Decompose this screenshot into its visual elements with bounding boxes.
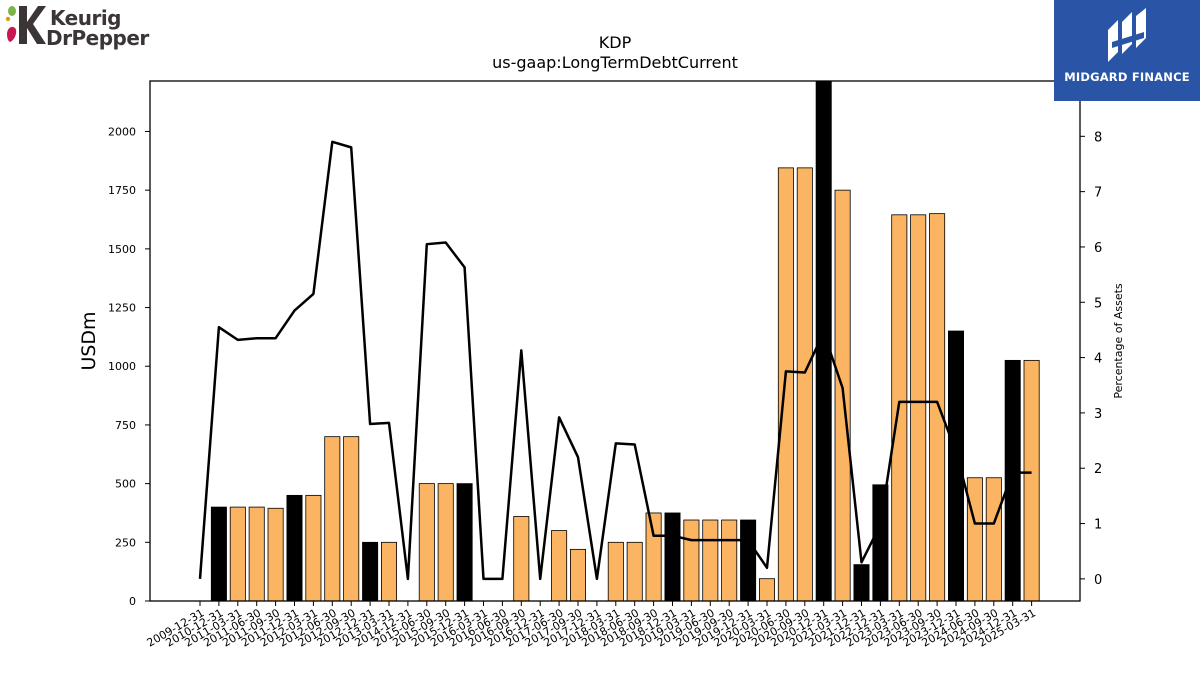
bar-2020-09-30: [796, 167, 813, 602]
bar-2017-06-30: [551, 530, 568, 602]
chart-title: KDP: [599, 33, 632, 52]
bar-2020-03-31: [759, 578, 776, 602]
bar-2016-09-30: [513, 516, 530, 602]
y-tick-label: 1000: [108, 360, 136, 373]
bar-2019-03-31: [683, 519, 700, 602]
chart-subtitle: us-gaap:LongTermDebtCurrent: [492, 53, 738, 72]
bar-2021-12-31: [853, 564, 870, 602]
midgard-finance-logo: MIDGARD FINANCE: [1054, 0, 1200, 101]
y2-tick-label: 6: [1094, 241, 1102, 256]
bar-2018-09-30: [645, 512, 662, 602]
bar-2015-06-30: [418, 483, 435, 602]
keurig-dr-pepper-logo: Keurig DrPepper: [4, 4, 164, 50]
percentage-line: [198, 140, 1032, 581]
y-tick-label: 1750: [108, 184, 136, 197]
bar-2024-09-30: [985, 477, 1002, 602]
y2-axis-label: Percentage of Assets: [1112, 283, 1125, 399]
y-axis-ticks: 0 250 500 750 1000 1250 1500 1750 2000: [108, 125, 150, 608]
bar-2013-03-31: [380, 541, 397, 602]
bar-2025-03-31: [1023, 359, 1040, 602]
bar-2018-03-31: [607, 541, 624, 602]
x-axis-ticks: 2009-12-312010-12-312011-03-312011-06-30…: [145, 601, 1038, 650]
bar-2012-03-31: [305, 494, 322, 602]
y2-tick-label: 8: [1094, 130, 1102, 145]
bar-2012-06-30: [324, 436, 341, 602]
y2-tick-label: 1: [1094, 518, 1102, 533]
bar-2010-12-31: [210, 506, 227, 602]
y2-tick-label: 7: [1094, 186, 1102, 201]
y2-tick-label: 2: [1094, 462, 1102, 477]
bar-2023-06-30: [910, 214, 927, 602]
logo-text-drpepper: DrPepper: [46, 26, 149, 50]
bar-2022-12-31: [872, 484, 889, 602]
midgard-emblem-icon: [1108, 8, 1146, 62]
y-tick-label: 2000: [108, 125, 136, 138]
y-axis-label: USDm: [78, 311, 100, 370]
y2-tick-label: 5: [1094, 296, 1102, 311]
bar-2012-09-30: [343, 436, 360, 602]
bar-2011-06-30: [248, 506, 265, 602]
bar-2019-06-30: [702, 519, 719, 602]
y2-tick-label: 3: [1094, 407, 1102, 422]
bar-2018-12-31: [664, 512, 681, 602]
line-group: [198, 140, 1032, 581]
y-tick-label: 1250: [108, 302, 136, 315]
bar-2015-09-30: [437, 483, 454, 602]
logo-text-keurig: Keurig: [50, 6, 121, 30]
bar-2011-12-31: [286, 494, 303, 602]
y2-tick-label: 0: [1094, 573, 1102, 588]
bar-2018-06-30: [626, 541, 643, 602]
plot-frame: [149, 80, 1081, 602]
y2-tick-label: 4: [1094, 352, 1102, 367]
bar-2024-06-30: [966, 477, 983, 602]
y-tick-label: 750: [115, 419, 136, 432]
y2-axis-ticks: 0 1 2 3 4 5 6 7 8: [1080, 130, 1102, 588]
bar-2011-09-30: [267, 507, 284, 602]
bar-2023-12-31: [948, 330, 965, 602]
bar-2012-12-31: [362, 541, 379, 602]
y-tick-label: 0: [129, 595, 136, 608]
bar-2019-12-31: [740, 519, 757, 602]
bar-2017-09-30: [570, 548, 587, 602]
y-tick-label: 1500: [108, 243, 136, 256]
midgard-name: MIDGARD FINANCE: [1064, 70, 1190, 84]
bar-2019-09-30: [721, 519, 738, 602]
y-tick-label: 250: [115, 536, 136, 549]
bar-2015-12-31: [456, 483, 473, 602]
kdp-mark-icon: [5, 6, 46, 44]
bar-group: [210, 80, 1040, 602]
bar-2011-03-31: [229, 506, 246, 602]
y-tick-label: 500: [115, 478, 136, 491]
bar-2024-12-31: [1004, 359, 1021, 602]
bar-2023-09-30: [929, 213, 946, 602]
